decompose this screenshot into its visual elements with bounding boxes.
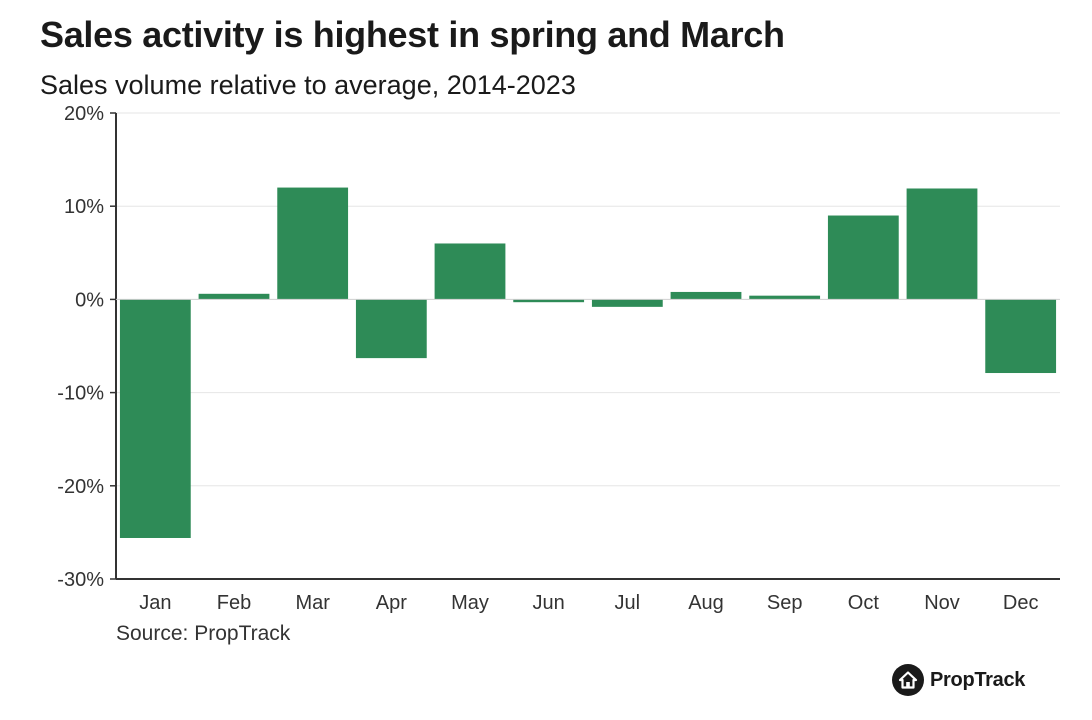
- y-tick-label: -30%: [57, 569, 104, 591]
- y-tick-label: 20%: [64, 103, 104, 125]
- x-tick-label: Dec: [1003, 592, 1039, 614]
- bars: [119, 187, 1057, 538]
- chart-title: Sales activity is highest in spring and …: [40, 14, 785, 55]
- bar-may: [434, 243, 506, 300]
- gridlines: [116, 112, 1060, 487]
- brand-name: PropTrack: [930, 668, 1026, 691]
- bar-apr: [355, 299, 427, 359]
- x-tick-label: May: [451, 592, 489, 614]
- x-tick-label: Feb: [217, 592, 251, 614]
- x-tick-label: Mar: [295, 592, 330, 614]
- x-tick-label: Aug: [688, 592, 724, 614]
- x-tick-label: Oct: [848, 592, 880, 614]
- bar-oct: [827, 215, 899, 300]
- x-tick-label: Apr: [376, 592, 407, 614]
- y-tick-label: 0%: [75, 289, 104, 311]
- x-tick-label: Jun: [533, 592, 565, 614]
- bar-mar: [277, 187, 349, 300]
- bar-jun: [513, 299, 585, 303]
- x-tick-label: Sep: [767, 592, 803, 614]
- bar-jul: [591, 299, 663, 307]
- y-tick-label: -10%: [57, 383, 104, 405]
- bar-chart: 20%10%0%-10%-20%-30% Jan Feb Mar Apr May Jun J…: [57, 103, 1060, 614]
- bar-dec: [985, 299, 1057, 374]
- brand: PropTrack: [892, 664, 1025, 696]
- y-tick-label: -20%: [57, 476, 104, 498]
- bar-nov: [906, 188, 978, 300]
- chart-subtitle: Sales volume relative to average, 2014-2…: [40, 70, 576, 100]
- y-tick-label: 10%: [64, 196, 104, 218]
- x-tick-label: Jul: [615, 592, 641, 614]
- source-note: Source: PropTrack: [116, 622, 291, 645]
- bar-aug: [670, 291, 742, 300]
- x-tick-label: Nov: [924, 592, 960, 614]
- y-tick-labels: 20% 10% 0% -10% -20% -30%: [57, 103, 116, 591]
- axes: [115, 113, 1060, 580]
- x-tick-label: Jan: [139, 592, 171, 614]
- house-logo-icon: [892, 664, 924, 696]
- bar-feb: [198, 293, 270, 300]
- bar-jan: [119, 299, 191, 538]
- x-tick-labels: Jan Feb Mar Apr May Jun Jul Aug Sep Oct Nov Dec: [139, 592, 1038, 614]
- bar-sep: [749, 295, 821, 300]
